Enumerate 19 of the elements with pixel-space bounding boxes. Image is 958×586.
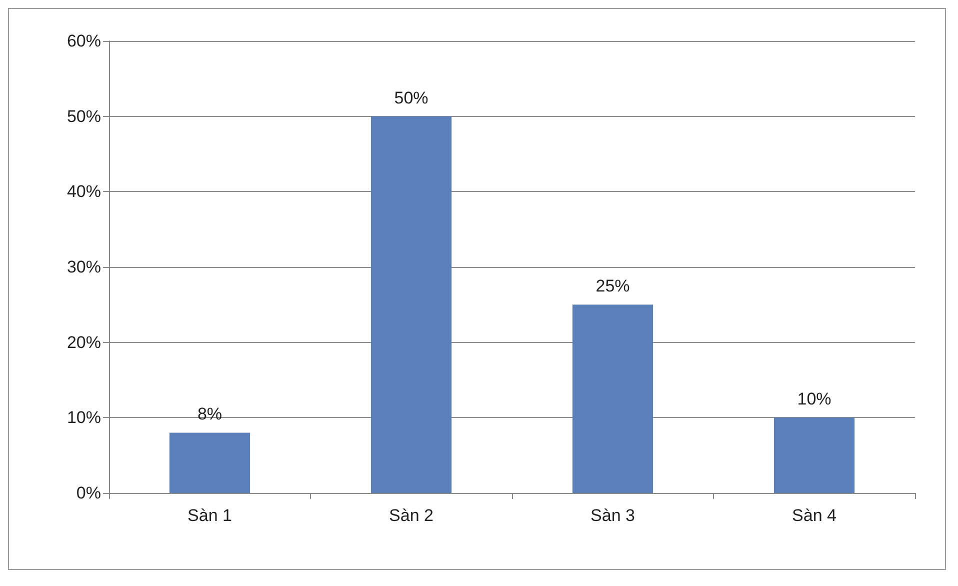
data-label: 50% xyxy=(394,88,428,108)
x-tick-label: Sàn 1 xyxy=(188,506,232,525)
bar xyxy=(774,418,855,493)
y-tick-label: 0% xyxy=(76,484,101,502)
x-tick-label: Sàn 4 xyxy=(792,506,836,525)
y-tick-label: 30% xyxy=(66,258,101,276)
y-tick-label: 60% xyxy=(66,32,101,50)
data-label: 25% xyxy=(596,276,630,296)
bar xyxy=(169,432,250,493)
y-tick-label: 10% xyxy=(66,408,101,428)
x-tick-label: Sàn 3 xyxy=(590,506,635,525)
y-tick-label: 50% xyxy=(66,106,101,126)
data-label: 8% xyxy=(197,404,222,424)
bar xyxy=(572,304,654,493)
x-tick-label: Sàn 2 xyxy=(389,506,434,525)
data-label: 10% xyxy=(797,390,832,409)
y-tick-label: 40% xyxy=(66,182,101,202)
y-tick-label: 20% xyxy=(66,332,101,352)
bar xyxy=(370,116,452,493)
